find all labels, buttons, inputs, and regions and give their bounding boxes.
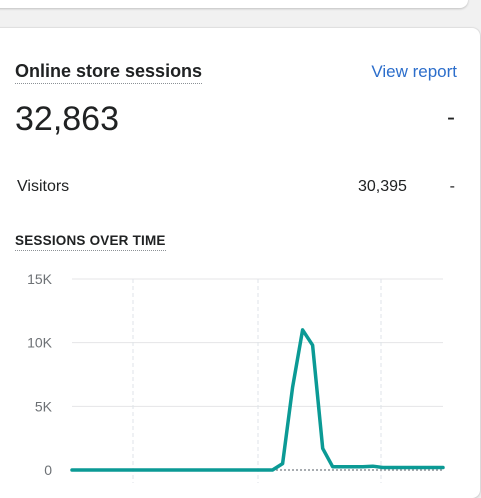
- y-tick-label: 15K: [27, 271, 53, 287]
- y-tick-label: 10K: [27, 335, 53, 351]
- y-tick-label: 0: [44, 462, 52, 478]
- sessions-card: [0, 28, 480, 498]
- card-title[interactable]: Online store sessions: [15, 60, 203, 84]
- visitors-value: 30,395: [358, 178, 407, 195]
- sessions-chart: 15K 10K 5K 0: [27, 271, 445, 483]
- chart-section-title[interactable]: SESSIONS OVER TIME: [15, 232, 166, 251]
- visitors-change: -: [449, 178, 455, 195]
- y-tick-label: 5K: [35, 398, 53, 414]
- sessions-series-line: [70, 328, 445, 472]
- visitors-label: Visitors: [17, 178, 70, 195]
- total-sessions-value: 32,863: [15, 100, 119, 138]
- view-report-link[interactable]: View report: [371, 62, 457, 81]
- previous-card-edge: [0, 0, 468, 8]
- total-sessions-change: -: [447, 104, 455, 131]
